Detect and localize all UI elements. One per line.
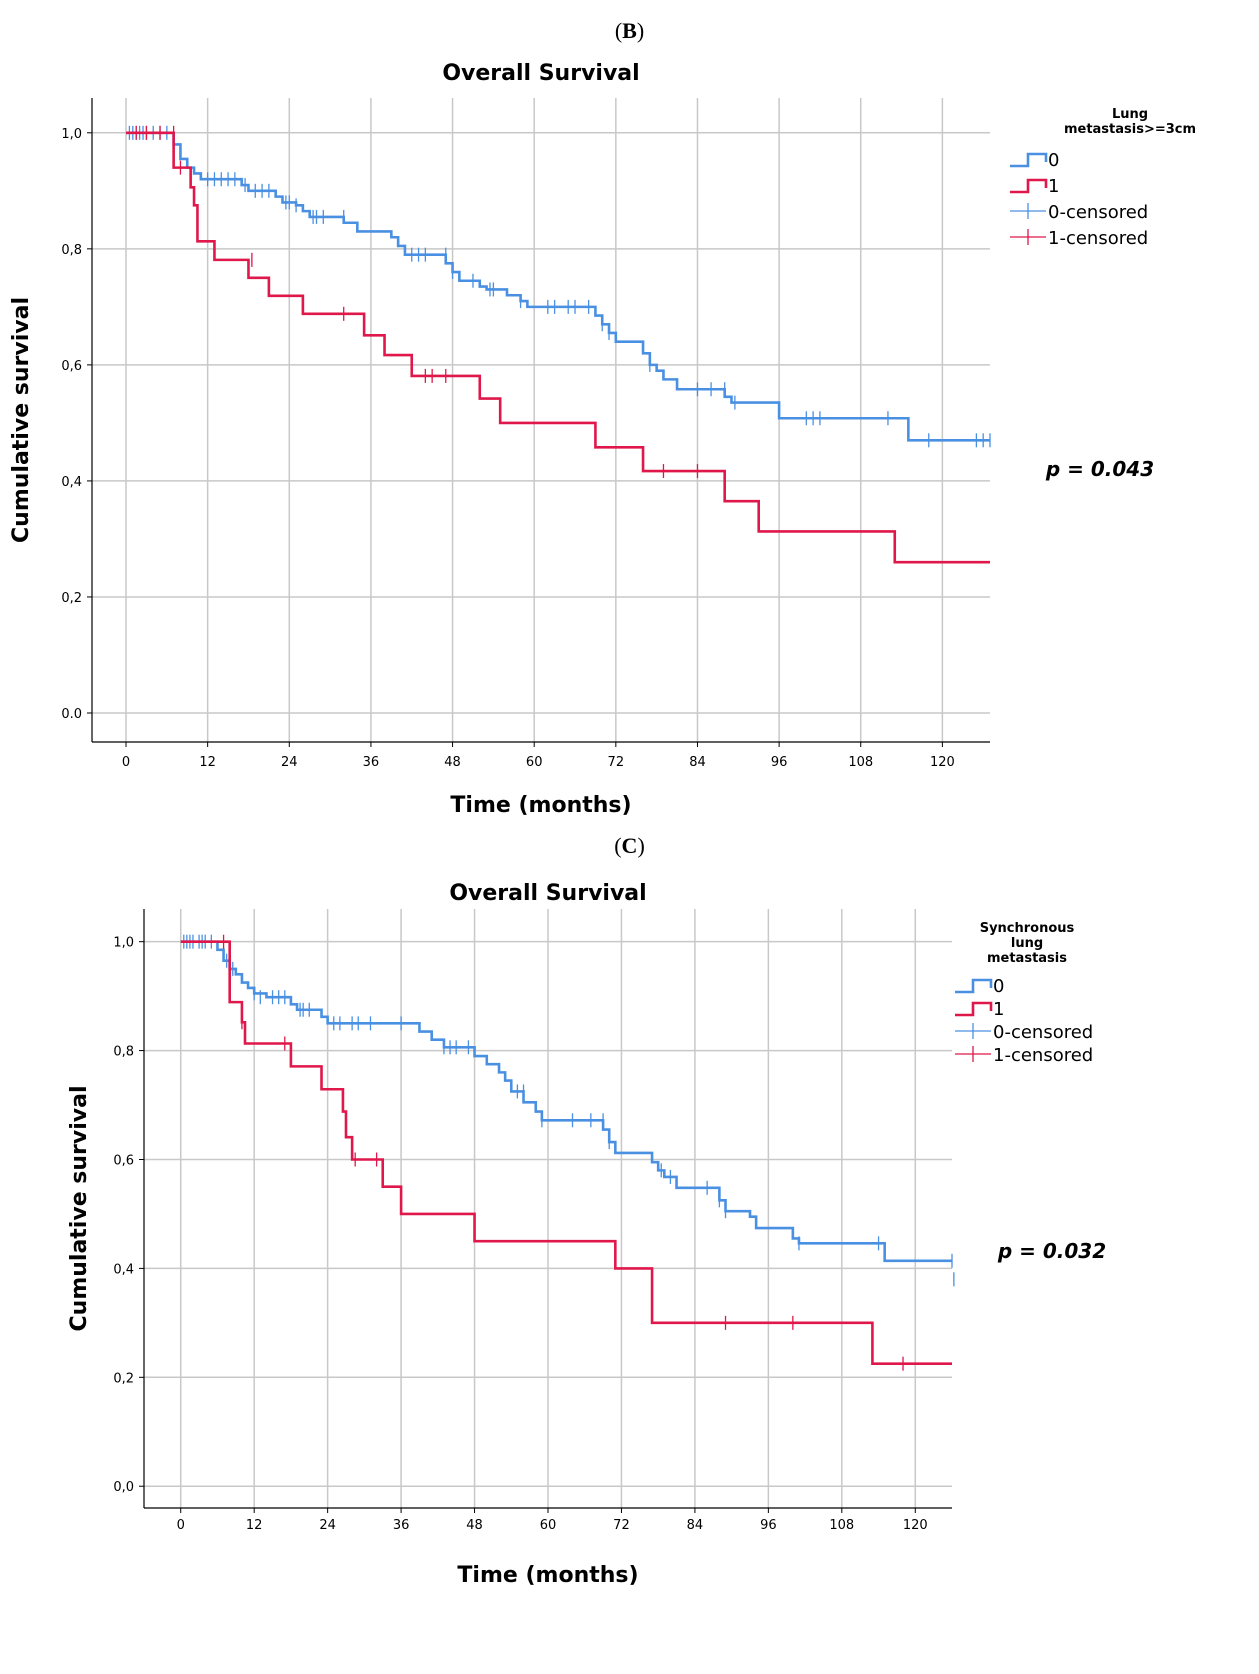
legend-label: 0: [993, 976, 1004, 997]
x-tick-label: 0: [177, 1518, 185, 1533]
x-tick-label: 36: [393, 1518, 410, 1533]
legend-title-line: metastasis>=3cm: [1064, 122, 1196, 137]
legend-label: 0: [1048, 150, 1059, 171]
x-tick-label: 12: [246, 1518, 263, 1533]
panel-c-letter: C: [621, 833, 638, 858]
legend-label: 1: [993, 999, 1004, 1020]
x-tick-label: 96: [760, 1518, 777, 1533]
series-1: [126, 125, 990, 564]
legend-title-line: lung: [1011, 936, 1043, 951]
y-tick-label: 0,6: [61, 359, 82, 374]
x-tick-label: 24: [319, 1518, 336, 1533]
legend-title-line: Synchronous: [980, 921, 1075, 936]
legend-title-line: Lung: [1112, 107, 1148, 122]
x-tick-label: 120: [930, 755, 955, 770]
x-tick-label: 120: [903, 1518, 928, 1533]
x-tick-label: 72: [613, 1518, 630, 1533]
y-tick-label: 0,4: [113, 1262, 134, 1277]
survival-curve-1: [126, 131, 990, 564]
p-value-annotation: p = 0.043: [1045, 457, 1154, 481]
gridlines: [144, 909, 952, 1508]
y-tick-label: 0,2: [61, 591, 82, 606]
chart-b-overall-survival: 0 12 24 36 48 60 72 84 96 108 120 0.0 0,2 0,4 0,6 0,8 1,…: [9, 61, 1196, 818]
y-tick-label: 0,0: [113, 1480, 134, 1495]
y-axis-label: Cumulative survival: [9, 297, 34, 543]
survival-curve-1: [180, 940, 952, 1365]
y-tick-label: 0,2: [113, 1371, 134, 1386]
x-tick-label: 108: [829, 1518, 854, 1533]
p-value-annotation: p = 0.032: [997, 1239, 1106, 1263]
x-tick-label: 108: [848, 755, 873, 770]
series-0: [180, 934, 955, 1287]
x-tick-label: 48: [444, 755, 461, 770]
chart-c-overall-survival: 0 12 24 36 48 60 72 84 96 108 120 0,0 0,2 0,4 0,6 0,8 1,…: [67, 881, 1106, 1588]
legend-label: 1-censored: [1048, 228, 1148, 249]
series-1: [180, 934, 952, 1371]
legend-label: 1-censored: [993, 1045, 1093, 1066]
y-tick-label: 0.0: [61, 707, 82, 722]
legend-label: 0-censored: [993, 1022, 1093, 1043]
x-tick-label: 24: [281, 755, 298, 770]
legend-label: 1: [1048, 176, 1059, 197]
y-tick-label: 1,0: [113, 936, 134, 951]
x-tick-label: 60: [540, 1518, 557, 1533]
chart-title: Overall Survival: [442, 61, 639, 86]
survival-curve-0: [126, 131, 990, 442]
legend-label: 0-censored: [1048, 202, 1148, 223]
legend-swatch-step: [955, 978, 993, 994]
y-tick-label: 0,4: [61, 475, 82, 490]
x-axis-label: Time (months): [450, 793, 631, 818]
y-tick-label: 0,8: [61, 243, 82, 258]
y-tick-label: 1,0: [61, 127, 82, 142]
survival-curve-0: [180, 940, 952, 1263]
x-tick-label: 84: [687, 1518, 704, 1533]
legend-title-line: metastasis: [987, 951, 1067, 966]
x-tick-label: 48: [466, 1518, 483, 1533]
x-tick-label: 36: [363, 755, 380, 770]
x-tick-label: 72: [608, 755, 625, 770]
legend-swatch-step: [1010, 152, 1048, 168]
panel-c-label: (C): [614, 833, 645, 858]
x-tick-label: 0: [122, 755, 130, 770]
panel-b-label: (B): [614, 18, 645, 43]
y-tick-label: 0,6: [113, 1153, 134, 1168]
gridlines: [92, 98, 990, 742]
legend-swatch-step: [1010, 178, 1048, 194]
x-tick-label: 96: [771, 755, 788, 770]
panel-b-letter: B: [622, 18, 637, 43]
x-tick-label: 12: [199, 755, 216, 770]
y-axis-label: Cumulative survival: [67, 1086, 92, 1332]
x-tick-label: 84: [689, 755, 706, 770]
y-tick-label: 0,8: [113, 1045, 134, 1060]
x-axis-label: Time (months): [457, 1563, 638, 1588]
legend-swatch-step: [955, 1001, 993, 1017]
chart-title: Overall Survival: [449, 881, 646, 906]
x-tick-label: 60: [526, 755, 543, 770]
